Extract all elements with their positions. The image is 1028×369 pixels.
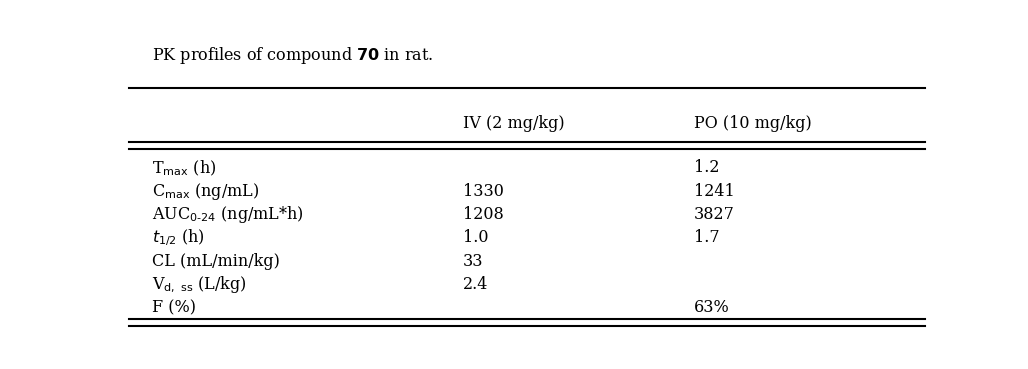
- Text: $t_{\mathrm{1/2}}$ (h): $t_{\mathrm{1/2}}$ (h): [152, 227, 206, 248]
- Text: T$_{\mathrm{max}}$ (h): T$_{\mathrm{max}}$ (h): [152, 158, 217, 177]
- Text: CL (mL/min/kg): CL (mL/min/kg): [152, 252, 281, 270]
- Text: AUC$_{\mathrm{0\text{-}24}}$ (ng/mL*h): AUC$_{\mathrm{0\text{-}24}}$ (ng/mL*h): [152, 204, 304, 225]
- Text: F (%): F (%): [152, 299, 196, 316]
- Text: 3827: 3827: [694, 206, 735, 223]
- Text: 1.7: 1.7: [694, 229, 720, 246]
- Text: 1241: 1241: [694, 183, 735, 200]
- Text: 1.2: 1.2: [694, 159, 720, 176]
- Text: PK profiles of compound $\mathbf{70}$ in rat.: PK profiles of compound $\mathbf{70}$ in…: [152, 45, 434, 66]
- Text: 1208: 1208: [463, 206, 504, 223]
- Text: C$_{\mathrm{max}}$ (ng/mL): C$_{\mathrm{max}}$ (ng/mL): [152, 181, 260, 202]
- Text: 2.4: 2.4: [463, 276, 488, 293]
- Text: 1330: 1330: [463, 183, 504, 200]
- Text: PO (10 mg/kg): PO (10 mg/kg): [694, 115, 812, 132]
- Text: IV (2 mg/kg): IV (2 mg/kg): [463, 115, 564, 132]
- Text: 63%: 63%: [694, 299, 730, 316]
- Text: 33: 33: [463, 252, 483, 270]
- Text: 1.0: 1.0: [463, 229, 488, 246]
- Text: V$_{\mathrm{d,\ ss}}$ (L/kg): V$_{\mathrm{d,\ ss}}$ (L/kg): [152, 274, 247, 295]
